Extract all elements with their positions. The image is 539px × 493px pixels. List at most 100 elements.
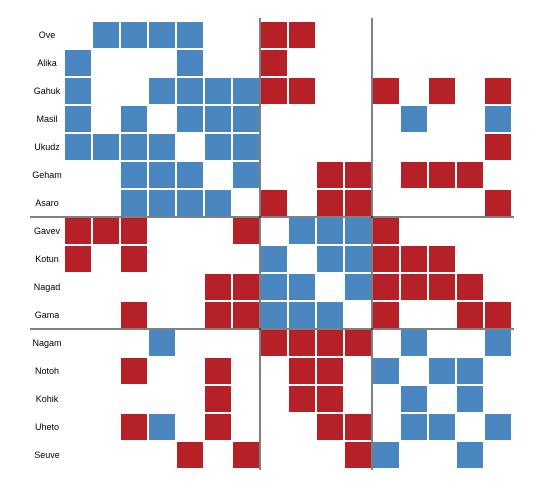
cell-notoh-geham-negative — [205, 358, 231, 384]
cell-ove-gahuk-positive — [121, 22, 147, 48]
cell-gama-kotun-positive — [289, 302, 315, 328]
cell-ukudz-gahuk-positive — [121, 134, 147, 160]
cell-nagad-kotun-positive — [289, 274, 315, 300]
cell-ove-alika-positive — [93, 22, 119, 48]
cell-gavev-ove-negative — [65, 218, 91, 244]
cell-masil-ukudz-positive — [177, 106, 203, 132]
cell-notoh-gahuk-negative — [121, 358, 147, 384]
cell-geham-ukudz-positive — [177, 162, 203, 188]
cell-gahuk-ukudz-positive — [177, 78, 203, 104]
cell-nagad-geham-negative — [205, 274, 231, 300]
cell-seuve-uheto-positive — [457, 442, 483, 468]
row-label-ukudz: Ukudz — [34, 142, 60, 152]
cell-gama-gahuk-negative — [121, 302, 147, 328]
cell-ukudz-masil-positive — [149, 134, 175, 160]
cell-geham-gahuk-positive — [121, 162, 147, 188]
cell-gahuk-kotun-negative — [289, 78, 315, 104]
row-label-notoh: Notoh — [35, 366, 59, 376]
cell-gahuk-geham-positive — [205, 78, 231, 104]
cell-nagam-masil-positive — [149, 330, 175, 356]
row-label-ove: Ove — [39, 30, 56, 40]
cell-masil-asaro-positive — [233, 106, 259, 132]
row-label-alika: Alika — [37, 58, 57, 68]
cell-asaro-ukudz-positive — [177, 190, 203, 216]
cell-nagad-gavev-positive — [261, 274, 287, 300]
cell-seuve-ukudz-negative — [177, 442, 203, 468]
cell-uheto-kohik-positive — [429, 414, 455, 440]
cell-nagam-seuve-positive — [485, 330, 511, 356]
cell-uheto-notoh-positive — [401, 414, 427, 440]
cell-gama-seuve-negative — [485, 302, 511, 328]
cell-ukudz-asaro-positive — [233, 134, 259, 160]
cell-geham-uheto-negative — [457, 162, 483, 188]
cell-notoh-kohik-positive — [429, 358, 455, 384]
cell-nagam-gama-negative — [345, 330, 371, 356]
cell-gahuk-kohik-negative — [429, 78, 455, 104]
cell-asaro-nagad-negative — [317, 190, 343, 216]
cell-gahuk-masil-positive — [149, 78, 175, 104]
cell-gavev-kotun-positive — [289, 218, 315, 244]
row-label-asaro: Asaro — [35, 198, 59, 208]
cell-ukudz-alika-positive — [93, 134, 119, 160]
cell-uheto-gahuk-negative — [121, 414, 147, 440]
cell-geham-gama-negative — [345, 162, 371, 188]
cell-masil-notoh-positive — [401, 106, 427, 132]
cell-nagad-kohik-negative — [429, 274, 455, 300]
row-label-gavev: Gavev — [34, 226, 61, 236]
cell-gahuk-seuve-negative — [485, 78, 511, 104]
cell-uheto-seuve-positive — [485, 414, 511, 440]
cell-geham-notoh-negative — [401, 162, 427, 188]
cell-kotun-notoh-negative — [401, 246, 427, 272]
cell-kohik-geham-negative — [205, 386, 231, 412]
cell-geham-nagad-negative — [317, 162, 343, 188]
cell-nagad-uheto-negative — [457, 274, 483, 300]
row-label-seuve: Seuve — [34, 450, 60, 460]
row-label-nagam: Nagam — [32, 338, 61, 348]
cell-notoh-nagam-positive — [373, 358, 399, 384]
cell-kotun-gama-positive — [345, 246, 371, 272]
row-label-uheto: Uheto — [35, 422, 59, 432]
cell-nagam-kotun-negative — [289, 330, 315, 356]
cell-gahuk-ove-positive — [65, 78, 91, 104]
cell-asaro-gama-negative — [345, 190, 371, 216]
cell-ove-ukudz-positive — [177, 22, 203, 48]
cell-nagad-nagam-negative — [373, 274, 399, 300]
cell-masil-seuve-positive — [485, 106, 511, 132]
cell-kotun-gahuk-negative — [121, 246, 147, 272]
cell-gama-nagam-negative — [373, 302, 399, 328]
cell-kotun-ove-negative — [65, 246, 91, 272]
row-label-geham: Geham — [32, 170, 62, 180]
cell-kohik-notoh-positive — [401, 386, 427, 412]
row-label-gama: Gama — [35, 310, 60, 320]
row-label-nagad: Nagad — [34, 282, 61, 292]
cell-gahuk-asaro-positive — [233, 78, 259, 104]
cell-gama-geham-negative — [205, 302, 231, 328]
cell-nagad-notoh-negative — [401, 274, 427, 300]
cell-alika-ukudz-positive — [177, 50, 203, 76]
cell-gama-nagad-positive — [317, 302, 343, 328]
cell-asaro-seuve-negative — [485, 190, 511, 216]
matrix-cells — [65, 22, 511, 468]
cell-geham-masil-positive — [149, 162, 175, 188]
cell-gavev-gahuk-negative — [121, 218, 147, 244]
cell-ove-masil-positive — [149, 22, 175, 48]
cell-alika-gavev-negative — [261, 50, 287, 76]
cell-nagam-gavev-negative — [261, 330, 287, 356]
cell-notoh-uheto-positive — [457, 358, 483, 384]
row-label-kohik: Kohik — [36, 394, 59, 404]
block-dividers — [30, 18, 514, 470]
cell-seuve-asaro-negative — [233, 442, 259, 468]
cell-seuve-gama-negative — [345, 442, 371, 468]
cell-asaro-geham-positive — [205, 190, 231, 216]
cell-seuve-nagam-positive — [373, 442, 399, 468]
cell-ukudz-ove-positive — [65, 134, 91, 160]
cell-gavev-nagam-negative — [373, 218, 399, 244]
cell-geham-asaro-positive — [233, 162, 259, 188]
cell-uheto-nagad-negative — [317, 414, 343, 440]
cell-asaro-masil-positive — [149, 190, 175, 216]
cell-geham-kohik-negative — [429, 162, 455, 188]
cell-uheto-geham-negative — [205, 414, 231, 440]
cell-gavev-alika-negative — [93, 218, 119, 244]
cell-masil-geham-positive — [205, 106, 231, 132]
cell-nagam-nagad-negative — [317, 330, 343, 356]
